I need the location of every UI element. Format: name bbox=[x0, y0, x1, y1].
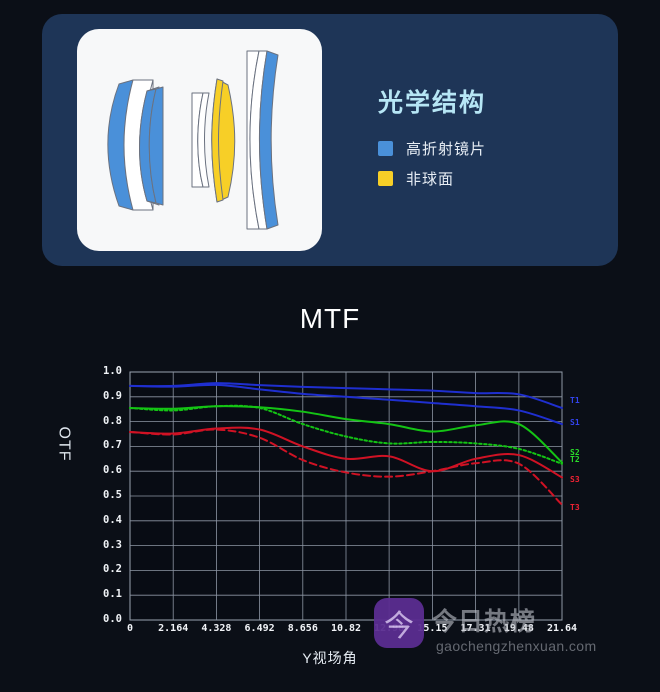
chart-title: MTF bbox=[0, 303, 660, 335]
y-tick-label: 0.1 bbox=[103, 588, 122, 601]
series-label-t1: T1 bbox=[570, 395, 580, 405]
lens-cross-section-diagram bbox=[107, 50, 279, 230]
series-label-t2: T2 bbox=[570, 455, 580, 465]
y-tick-label: 0.3 bbox=[103, 538, 122, 551]
x-tick-label: 6.492 bbox=[244, 623, 275, 634]
x-tick-label: 0 bbox=[126, 623, 134, 634]
series-label-t3: T3 bbox=[570, 503, 580, 513]
optical-structure-card: 光学结构 高折射镜片 非球面 bbox=[42, 14, 618, 266]
y-tick-label: 0.0 bbox=[103, 613, 122, 625]
series-line-t1 bbox=[129, 382, 563, 409]
series-line-s1 bbox=[129, 383, 563, 426]
legend-label-high-refractive: 高折射镜片 bbox=[406, 140, 487, 158]
x-tick-label: 17.31 bbox=[460, 623, 491, 634]
y-tick-label: 0.7 bbox=[103, 439, 122, 452]
watermark: 今 今日热榜 gaochengzhenxuan.com bbox=[374, 594, 624, 664]
x-tick-label: 10.82 bbox=[330, 623, 362, 634]
y-tick-label: 0.5 bbox=[103, 489, 122, 501]
lens-diagram-panel bbox=[77, 29, 322, 251]
series-line-t3 bbox=[129, 428, 563, 506]
x-tick-label: 19.48 bbox=[503, 623, 534, 634]
y-tick-label: 0.6 bbox=[103, 464, 122, 477]
legend-item-aspherical: 非球面 bbox=[378, 168, 486, 189]
x-tick-label: 4.328 bbox=[201, 623, 232, 634]
y-tick-label: 1.0 bbox=[103, 365, 122, 377]
blue-square-swatch-icon bbox=[378, 140, 393, 156]
yellow-square-swatch-icon bbox=[378, 170, 393, 186]
series-label-s3: S3 bbox=[570, 474, 580, 484]
series-line-s3 bbox=[129, 426, 563, 479]
x-axis-label: Y视场角 bbox=[302, 650, 358, 666]
series-label-s2: S2 bbox=[570, 448, 580, 458]
y-axis-tick-labels: 1.0 0.9 0.8 0.7 0.6 0.5 0.4 0.3 0.2 0.1 0.0 bbox=[78, 0, 122, 687]
legend-label-aspherical: 非球面 bbox=[406, 170, 455, 188]
optical-text-block: 光学结构 高折射镜片 非球面 bbox=[378, 83, 486, 198]
x-tick-label: 2.164 bbox=[158, 623, 189, 634]
series-label-s1: S1 bbox=[570, 417, 580, 427]
watermark-brand: 今日热榜 bbox=[432, 608, 537, 636]
legend-item-high-refractive: 高折射镜片 bbox=[378, 138, 486, 159]
x-tick-label: 21.64 bbox=[546, 623, 578, 634]
y-tick-label: 0.9 bbox=[103, 389, 122, 402]
y-tick-label: 0.2 bbox=[103, 563, 122, 576]
watermark-url: gaochengzhenxuan.com bbox=[436, 638, 597, 654]
y-tick-label: 0.8 bbox=[103, 414, 122, 427]
watermark-app-icon: 今 bbox=[374, 598, 424, 648]
x-tick-label: 8.656 bbox=[287, 623, 318, 634]
optical-structure-title: 光学结构 bbox=[378, 88, 487, 117]
y-tick-label: 0.4 bbox=[103, 513, 122, 526]
series-line-t2 bbox=[129, 404, 563, 465]
x-tick-label: 15.15 bbox=[417, 623, 448, 634]
